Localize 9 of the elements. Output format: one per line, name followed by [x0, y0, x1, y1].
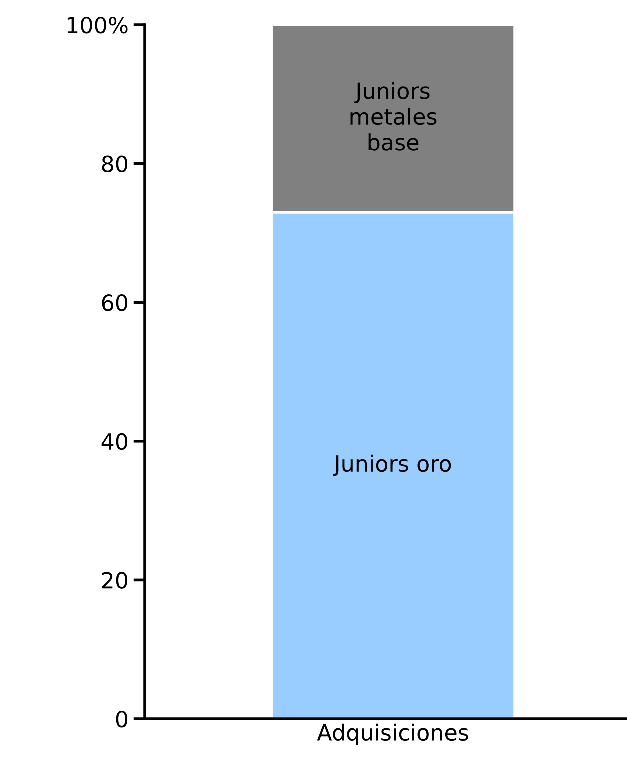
- y-tick-label: 80: [102, 156, 128, 173]
- series-label: Juniors oro: [333, 454, 452, 476]
- y-tick-label: 20: [102, 572, 128, 589]
- series-label: Juniors metales base: [350, 82, 437, 151]
- y-tick-label: 100%: [68, 16, 128, 34]
- y-tick-label: 40: [102, 433, 128, 450]
- x-tick-label: Adquisiciones: [317, 724, 468, 746]
- y-tick-label: 0: [116, 710, 128, 728]
- y-tick-label: 60: [102, 294, 128, 312]
